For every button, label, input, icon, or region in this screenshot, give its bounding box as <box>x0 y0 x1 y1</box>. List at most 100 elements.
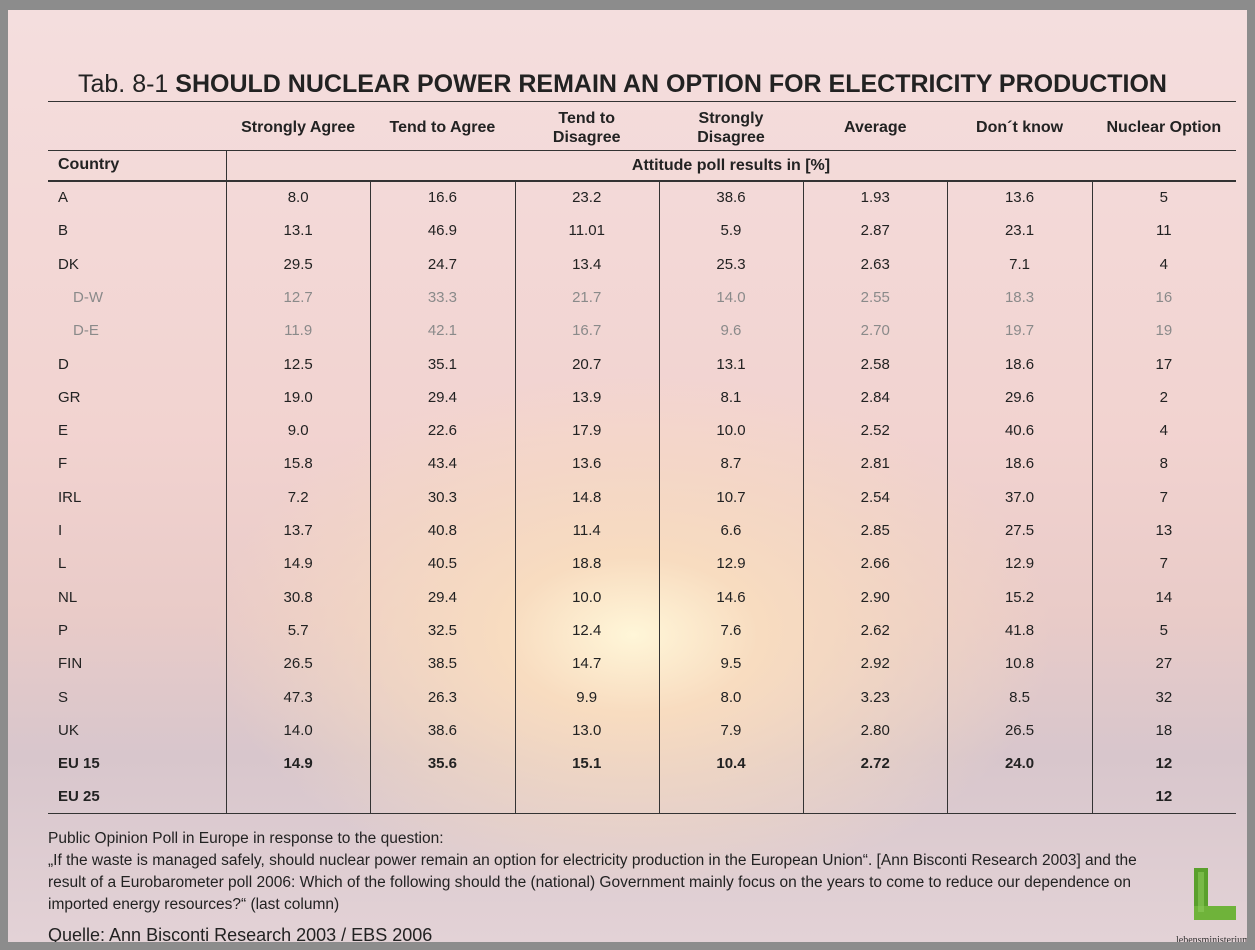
value-cell: 15.2 <box>947 581 1091 614</box>
value-cell: 4 <box>1092 248 1236 281</box>
value-cell: 12.9 <box>659 547 803 580</box>
value-cell: 2.90 <box>803 581 947 614</box>
country-cell: UK <box>58 714 79 747</box>
value-cell: 5.7 <box>226 614 370 647</box>
value-cell: 13.4 <box>515 248 659 281</box>
subheader: Attitude poll results in [%] <box>226 150 1236 180</box>
value-cell: 30.8 <box>226 581 370 614</box>
value-cell: 7.6 <box>659 614 803 647</box>
value-cell: 13.6 <box>947 181 1091 214</box>
value-cell: 2.66 <box>803 547 947 580</box>
value-cell: 2.87 <box>803 214 947 247</box>
column-header: Average <box>803 105 947 150</box>
value-cell: 14 <box>1092 581 1236 614</box>
value-cell: 12.4 <box>515 614 659 647</box>
value-cell: 10.0 <box>515 581 659 614</box>
value-cell: 30.3 <box>370 481 514 514</box>
value-cell: 14.0 <box>659 281 803 314</box>
value-cell: 8.7 <box>659 447 803 480</box>
country-cell: P <box>58 614 68 647</box>
value-cell: 2.63 <box>803 248 947 281</box>
country-cell: E <box>58 414 68 447</box>
value-cell: 19 <box>1092 314 1236 347</box>
value-cell: 27.5 <box>947 514 1091 547</box>
value-cell: 16.7 <box>515 314 659 347</box>
value-cell: 5 <box>1092 181 1236 214</box>
value-cell: 14.8 <box>515 481 659 514</box>
value-cell: 23.2 <box>515 181 659 214</box>
title-rule <box>48 101 1236 102</box>
value-cell: 38.5 <box>370 647 514 680</box>
value-cell: 40.5 <box>370 547 514 580</box>
value-cell: 40.8 <box>370 514 514 547</box>
country-cell: D <box>58 348 69 381</box>
country-cell: GR <box>58 381 81 414</box>
value-cell: 42.1 <box>370 314 514 347</box>
country-cell: DK <box>58 248 79 281</box>
column-header: Nuclear Option <box>1092 105 1236 150</box>
value-cell: 2.80 <box>803 714 947 747</box>
value-cell: 10.7 <box>659 481 803 514</box>
value-cell: 35.6 <box>370 747 514 780</box>
value-cell: 2.52 <box>803 414 947 447</box>
value-cell: 14.7 <box>515 647 659 680</box>
column-header: Strongly Agree <box>226 105 370 150</box>
value-cell: 8.1 <box>659 381 803 414</box>
value-cell: 2.55 <box>803 281 947 314</box>
value-cell: 32.5 <box>370 614 514 647</box>
logo-text: lebensministerium.at <box>1176 935 1255 946</box>
country-cell: S <box>58 681 68 714</box>
value-cell: 38.6 <box>659 181 803 214</box>
column-header: Tend to Disagree <box>515 105 659 150</box>
value-cell: 40.6 <box>947 414 1091 447</box>
value-cell: 9.0 <box>226 414 370 447</box>
value-cell: 18 <box>1092 714 1236 747</box>
value-cell: 22.6 <box>370 414 514 447</box>
value-cell: 14.6 <box>659 581 803 614</box>
value-cell: 29.5 <box>226 248 370 281</box>
value-cell: 2.54 <box>803 481 947 514</box>
value-cell: 14.9 <box>226 547 370 580</box>
value-cell: 8.0 <box>226 181 370 214</box>
country-cell: NL <box>58 581 77 614</box>
value-cell: 19.7 <box>947 314 1091 347</box>
value-cell: 14.9 <box>226 747 370 780</box>
value-cell: 13 <box>1092 514 1236 547</box>
country-cell: FIN <box>58 647 82 680</box>
value-cell: 25.3 <box>659 248 803 281</box>
value-cell: 2.70 <box>803 314 947 347</box>
table-bottom-rule <box>48 813 1236 814</box>
value-cell: 15.8 <box>226 447 370 480</box>
value-cell: 11.01 <box>515 214 659 247</box>
value-cell: 9.9 <box>515 681 659 714</box>
value-cell: 17 <box>1092 348 1236 381</box>
value-cell: 2.62 <box>803 614 947 647</box>
value-cell: 1.93 <box>803 181 947 214</box>
value-cell: 2.81 <box>803 447 947 480</box>
value-cell: 19.0 <box>226 381 370 414</box>
value-cell: 2.84 <box>803 381 947 414</box>
value-cell: 18.6 <box>947 348 1091 381</box>
value-cell: 13.0 <box>515 714 659 747</box>
value-cell: 21.7 <box>515 281 659 314</box>
value-cell: 29.6 <box>947 381 1091 414</box>
value-cell: 38.6 <box>370 714 514 747</box>
value-cell: 27 <box>1092 647 1236 680</box>
title-label: Tab. 8-1 <box>78 70 168 98</box>
title: Tab. 8-1 SHOULD NUCLEAR POWER REMAIN AN … <box>78 70 1167 99</box>
value-cell: 26.5 <box>947 714 1091 747</box>
value-cell: 13.9 <box>515 381 659 414</box>
value-cell: 3.23 <box>803 681 947 714</box>
country-cell: I <box>58 514 62 547</box>
note: Public Opinion Poll in Europe in respons… <box>48 828 1158 916</box>
value-cell: 13.1 <box>659 348 803 381</box>
note-text: „If the waste is managed safely, should … <box>48 850 1158 916</box>
value-cell: 2.58 <box>803 348 947 381</box>
country-cell: D-E <box>73 314 99 347</box>
title-text: SHOULD NUCLEAR POWER REMAIN AN OPTION FO… <box>175 70 1167 98</box>
value-cell: 12.7 <box>226 281 370 314</box>
value-cell: 17.9 <box>515 414 659 447</box>
value-cell: 7 <box>1092 481 1236 514</box>
value-cell: 29.4 <box>370 381 514 414</box>
value-cell: 47.3 <box>226 681 370 714</box>
